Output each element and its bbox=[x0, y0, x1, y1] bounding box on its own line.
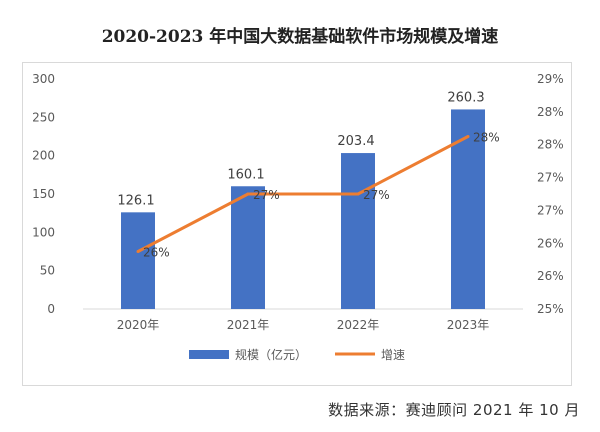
page-title: 2020-2023 年中国大数据基础软件市场规模及增速 bbox=[101, 27, 499, 47]
bar-value-label: 260.3 bbox=[447, 90, 484, 105]
line-point bbox=[356, 192, 360, 196]
y-right-tick-label: 25% bbox=[537, 302, 564, 316]
y-right-tick-label: 28% bbox=[537, 105, 564, 119]
growth-line bbox=[137, 135, 469, 253]
line-value-label: 27% bbox=[363, 188, 390, 202]
line-point bbox=[136, 250, 140, 253]
line-point bbox=[246, 192, 250, 196]
bar bbox=[231, 186, 265, 309]
y-left-tick-label: 300 bbox=[32, 72, 55, 86]
y-right-tick-label: 26% bbox=[537, 236, 564, 250]
y-left-tick-label: 150 bbox=[32, 187, 55, 201]
legend-bar-swatch bbox=[189, 350, 229, 359]
y-left-tick-label: 0 bbox=[47, 302, 55, 316]
line-value-label: 26% bbox=[143, 246, 170, 260]
y-right-tick-label: 27% bbox=[537, 171, 564, 185]
bar bbox=[121, 212, 155, 309]
y-right-tick-label: 27% bbox=[537, 203, 564, 217]
y-left-tick-label: 200 bbox=[32, 149, 55, 163]
y-left-tick-label: 100 bbox=[32, 225, 55, 239]
bar bbox=[341, 153, 375, 309]
source-note: 数据来源：赛迪顾问 2021 年 10 月 bbox=[328, 401, 580, 419]
x-tick-label: 2020年 bbox=[117, 318, 160, 332]
y-left-tick-label: 250 bbox=[32, 110, 55, 124]
y-left-tick-label: 50 bbox=[40, 264, 55, 278]
bar-value-label: 203.4 bbox=[337, 134, 374, 149]
bar-value-label: 160.1 bbox=[227, 167, 264, 182]
legend-bar-label: 规模（亿元） bbox=[235, 347, 307, 362]
line-point bbox=[466, 135, 470, 138]
legend-line-label: 增速 bbox=[381, 348, 405, 362]
line-value-label: 28% bbox=[473, 131, 500, 145]
y-right-tick-label: 29% bbox=[537, 72, 564, 86]
x-tick-label: 2021年 bbox=[227, 318, 270, 332]
x-tick-label: 2023年 bbox=[447, 318, 490, 332]
chart: 0 50 100 150 200 250 300 25% 26% 26% 27% 27% 28% 28% 2… bbox=[32, 72, 564, 362]
y-right-tick-label: 26% bbox=[537, 269, 564, 283]
line-value-label: 27% bbox=[253, 188, 280, 202]
x-tick-label: 2022年 bbox=[337, 318, 380, 332]
y-right-tick-label: 28% bbox=[537, 138, 564, 152]
chart-container: 0 50 100 150 200 250 300 25% 26% 26% 27% 27% 28% 28% 2… bbox=[22, 62, 572, 386]
bar-value-label: 126.1 bbox=[117, 193, 154, 208]
